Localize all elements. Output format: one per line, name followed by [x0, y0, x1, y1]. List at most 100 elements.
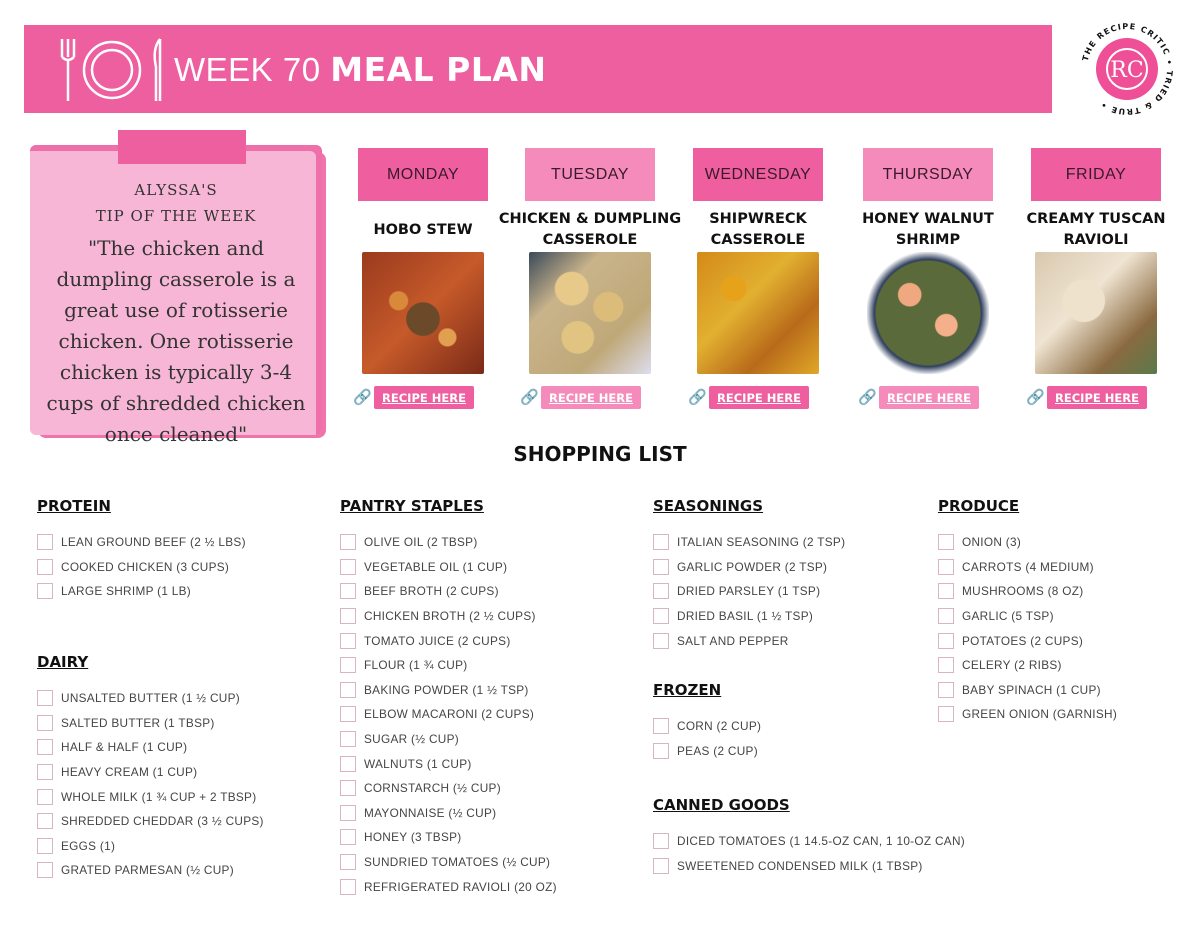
checkbox[interactable]: [37, 813, 53, 830]
shopping-item[interactable]: EGGS (1): [37, 834, 264, 859]
checkbox[interactable]: [653, 742, 669, 759]
shopping-item[interactable]: POTATOES (2 CUPS): [938, 628, 1117, 653]
checkbox[interactable]: [37, 788, 53, 805]
shopping-item[interactable]: CHICKEN BROTH (2 ½ CUPS): [340, 604, 557, 629]
checkbox[interactable]: [653, 857, 669, 874]
shopping-item[interactable]: WALNUTS (1 CUP): [340, 751, 557, 776]
shopping-item[interactable]: GRATED PARMESAN (½ CUP): [37, 858, 264, 883]
checkbox[interactable]: [37, 739, 53, 756]
shopping-item[interactable]: REFRIGERATED RAVIOLI (20 OZ): [340, 874, 557, 899]
recipe-link-button[interactable]: RECIPE HERE: [879, 386, 979, 409]
checkbox[interactable]: [37, 714, 53, 731]
recipe-link-button[interactable]: RECIPE HERE: [709, 386, 809, 409]
category-seasonings: SEASONINGS ITALIAN SEASONING (2 TSP) GARLI…: [653, 497, 845, 653]
recipe-link-button[interactable]: RECIPE HERE: [541, 386, 641, 409]
checkbox[interactable]: [340, 657, 356, 674]
shopping-item[interactable]: BEEF BROTH (2 CUPS): [340, 579, 557, 604]
shopping-item[interactable]: CELERY (2 RIBS): [938, 653, 1117, 678]
checkbox[interactable]: [340, 804, 356, 821]
checkbox[interactable]: [37, 690, 53, 707]
link-icon[interactable]: 🔗: [520, 388, 539, 406]
checkbox[interactable]: [37, 764, 53, 781]
checkbox[interactable]: [938, 657, 954, 674]
link-icon[interactable]: 🔗: [1026, 388, 1045, 406]
shopping-item[interactable]: UNSALTED BUTTER (1 ½ CUP): [37, 686, 264, 711]
shopping-item[interactable]: GREEN ONION (GARNISH): [938, 702, 1117, 727]
shopping-item[interactable]: CORN (2 CUP): [653, 714, 761, 739]
shopping-item[interactable]: GARLIC POWDER (2 TSP): [653, 555, 845, 580]
link-icon[interactable]: 🔗: [353, 388, 372, 406]
shopping-item[interactable]: SHREDDED CHEDDAR (3 ½ CUPS): [37, 809, 264, 834]
checkbox[interactable]: [340, 558, 356, 575]
checkbox[interactable]: [37, 558, 53, 575]
shopping-item[interactable]: DRIED BASIL (1 ½ TSP): [653, 604, 845, 629]
shopping-item[interactable]: ELBOW MACARONI (2 CUPS): [340, 702, 557, 727]
checkbox[interactable]: [938, 534, 954, 551]
shopping-item[interactable]: CORNSTARCH (½ CUP): [340, 776, 557, 801]
checkbox[interactable]: [340, 780, 356, 797]
item-label: REFRIGERATED RAVIOLI (20 OZ): [364, 879, 557, 894]
link-icon[interactable]: 🔗: [688, 388, 707, 406]
shopping-item[interactable]: WHOLE MILK (1 ¾ CUP + 2 TBSP): [37, 784, 264, 809]
checkbox[interactable]: [340, 608, 356, 625]
checkbox[interactable]: [653, 534, 669, 551]
shopping-item[interactable]: HONEY (3 TBSP): [340, 825, 557, 850]
checkbox[interactable]: [340, 583, 356, 600]
shopping-item[interactable]: FLOUR (1 ¾ CUP): [340, 653, 557, 678]
shopping-item[interactable]: MAYONNAISE (½ CUP): [340, 801, 557, 826]
shopping-item[interactable]: MUSHROOMS (8 OZ): [938, 579, 1117, 604]
shopping-item[interactable]: DICED TOMATOES (1 14.5-OZ CAN, 1 10-OZ C…: [653, 829, 965, 854]
shopping-item[interactable]: SWEETENED CONDENSED MILK (1 TBSP): [653, 854, 965, 879]
checkbox[interactable]: [938, 681, 954, 698]
checkbox[interactable]: [653, 608, 669, 625]
checkbox[interactable]: [938, 706, 954, 723]
shopping-item[interactable]: CARROTS (4 MEDIUM): [938, 555, 1117, 580]
shopping-item[interactable]: HEAVY CREAM (1 CUP): [37, 760, 264, 785]
shopping-item[interactable]: ONION (3): [938, 530, 1117, 555]
checkbox[interactable]: [37, 534, 53, 551]
shopping-item[interactable]: LARGE SHRIMP (1 LB): [37, 579, 246, 604]
checkbox[interactable]: [37, 837, 53, 854]
shopping-item[interactable]: TOMATO JUICE (2 CUPS): [340, 628, 557, 653]
checkbox[interactable]: [938, 608, 954, 625]
recipe-link-button[interactable]: RECIPE HERE: [1047, 386, 1147, 409]
checkbox[interactable]: [653, 833, 669, 850]
item-label: POTATOES (2 CUPS): [962, 633, 1084, 648]
checkbox[interactable]: [340, 731, 356, 748]
link-icon[interactable]: 🔗: [858, 388, 877, 406]
shopping-item[interactable]: SALT AND PEPPER: [653, 628, 845, 653]
item-label: GREEN ONION (GARNISH): [962, 707, 1118, 722]
checkbox[interactable]: [340, 681, 356, 698]
shopping-item[interactable]: DRIED PARSLEY (1 TSP): [653, 579, 845, 604]
checkbox[interactable]: [340, 534, 356, 551]
shopping-item[interactable]: LEAN GROUND BEEF (2 ½ LBS): [37, 530, 246, 555]
checkbox[interactable]: [938, 583, 954, 600]
shopping-item[interactable]: SALTED BUTTER (1 TBSP): [37, 711, 264, 736]
checkbox[interactable]: [653, 718, 669, 735]
checkbox[interactable]: [340, 878, 356, 895]
checkbox[interactable]: [653, 583, 669, 600]
checkbox[interactable]: [340, 829, 356, 846]
shopping-item[interactable]: ITALIAN SEASONING (2 TSP): [653, 530, 845, 555]
shopping-item[interactable]: BABY SPINACH (1 CUP): [938, 678, 1117, 703]
checkbox[interactable]: [340, 755, 356, 772]
checkbox[interactable]: [653, 558, 669, 575]
checkbox[interactable]: [653, 632, 669, 649]
checkbox[interactable]: [37, 583, 53, 600]
shopping-item[interactable]: SUNDRIED TOMATOES (½ CUP): [340, 850, 557, 875]
shopping-item[interactable]: COOKED CHICKEN (3 CUPS): [37, 555, 246, 580]
checkbox[interactable]: [340, 854, 356, 871]
recipe-link-button[interactable]: RECIPE HERE: [374, 386, 474, 409]
shopping-item[interactable]: VEGETABLE OIL (1 CUP): [340, 555, 557, 580]
checkbox[interactable]: [340, 706, 356, 723]
checkbox[interactable]: [938, 632, 954, 649]
checkbox[interactable]: [340, 632, 356, 649]
shopping-item[interactable]: GARLIC (5 TSP): [938, 604, 1117, 629]
checkbox[interactable]: [37, 862, 53, 879]
checkbox[interactable]: [938, 558, 954, 575]
shopping-item[interactable]: PEAS (2 CUP): [653, 739, 761, 764]
shopping-item[interactable]: OLIVE OIL (2 TBSP): [340, 530, 557, 555]
shopping-item[interactable]: SUGAR (½ CUP): [340, 727, 557, 752]
shopping-item[interactable]: HALF & HALF (1 CUP): [37, 735, 264, 760]
shopping-item[interactable]: BAKING POWDER (1 ½ TSP): [340, 678, 557, 703]
